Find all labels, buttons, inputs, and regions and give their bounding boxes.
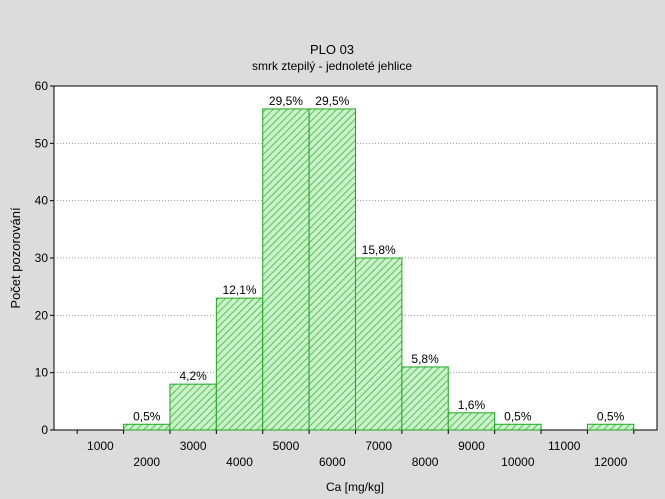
histogram-bar xyxy=(401,366,449,431)
bar-percent-label: 4,2% xyxy=(179,369,207,383)
bar-percent-label: 15,8% xyxy=(362,243,396,257)
x-tick-label: 4000 xyxy=(226,455,253,469)
bars: 0,5% 4,2% 12,1% 29,5% 29,5% 15,8% 5,8% 1,6% 0,5%… xyxy=(123,94,635,431)
y-tick-label: 50 xyxy=(35,136,49,150)
y-tick-labels: 0 10 20 30 40 50 60 xyxy=(35,79,54,437)
bar-percent-label: 0,5% xyxy=(504,409,532,423)
y-tick-label: 30 xyxy=(35,251,49,265)
histogram-bar xyxy=(586,423,635,431)
histogram-bar xyxy=(215,297,264,431)
histogram-bar xyxy=(262,108,310,431)
x-tick-labels: 1000 3000 5000 7000 9000 11000 2000 4000 6000 800… xyxy=(76,430,635,469)
y-tick-label: 20 xyxy=(35,308,49,322)
histogram-bar xyxy=(494,423,542,431)
bar-percent-label: 29,5% xyxy=(269,94,303,108)
histogram-bar xyxy=(355,257,403,431)
histogram-bar xyxy=(123,423,171,431)
chart-subtitle: smrk ztepilý - jednoleté jehlice xyxy=(252,59,412,73)
bar-percent-label: 5,8% xyxy=(411,352,439,366)
bar-percent-label: 1,6% xyxy=(458,398,486,412)
x-tick-label: 11000 xyxy=(548,439,581,453)
x-tick-label: 7000 xyxy=(365,439,392,453)
x-tick-label: 9000 xyxy=(458,439,485,453)
bar-percent-label: 12,1% xyxy=(223,283,257,297)
bar-percent-label: 0,5% xyxy=(133,409,161,423)
x-tick-label: 5000 xyxy=(273,439,300,453)
bar-percent-label: 29,5% xyxy=(315,94,349,108)
chart-title: PLO 03 xyxy=(310,42,354,57)
y-tick-label: 0 xyxy=(41,423,48,437)
y-tick-label: 60 xyxy=(35,79,49,93)
y-tick-label: 10 xyxy=(35,366,49,380)
histogram-bar xyxy=(169,383,217,431)
histogram-bar xyxy=(447,412,496,431)
x-axis-label: Ca [mg/kg] xyxy=(326,480,384,494)
x-tick-label: 3000 xyxy=(180,439,207,453)
x-tick-label: 8000 xyxy=(412,455,439,469)
x-tick-label: 1000 xyxy=(87,439,114,453)
y-axis-label: Počet pozorování xyxy=(8,207,23,309)
x-tick-label: 2000 xyxy=(133,455,160,469)
bar-percent-label: 0,5% xyxy=(597,409,625,423)
x-tick-label: 10000 xyxy=(501,455,535,469)
histogram-bar xyxy=(308,108,357,431)
x-tick-label: 12000 xyxy=(594,455,628,469)
y-tick-label: 40 xyxy=(35,194,49,208)
x-tick-label: 6000 xyxy=(319,455,346,469)
